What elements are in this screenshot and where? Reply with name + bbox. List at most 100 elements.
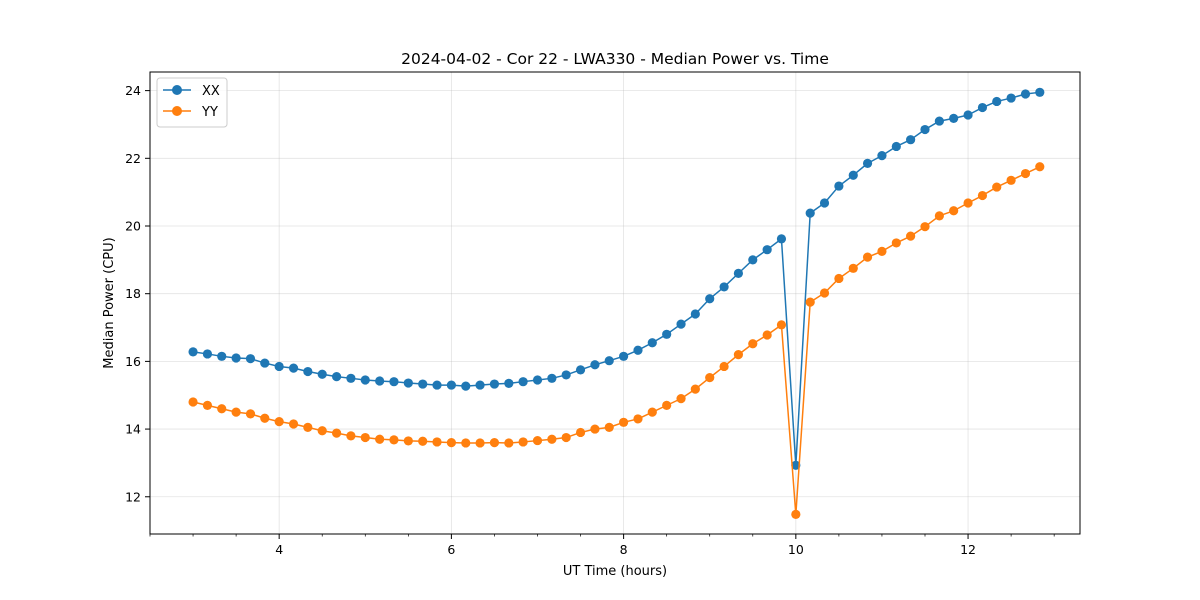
data-point-xx	[518, 377, 528, 387]
data-point-xx	[231, 353, 241, 363]
data-point-yy	[719, 361, 729, 372]
data-point-xx	[834, 181, 844, 191]
series-xx	[188, 87, 1045, 470]
data-point-yy	[819, 288, 830, 298]
data-point-yy	[360, 432, 370, 443]
data-point-xx	[418, 379, 428, 389]
data-point-xx	[891, 141, 901, 152]
data-point-yy	[619, 417, 629, 427]
data-point-yy	[575, 427, 586, 438]
data-point-yy	[403, 436, 413, 446]
data-point-xx	[274, 361, 284, 372]
y-tick-label: 14	[125, 422, 141, 437]
data-point-xx	[375, 376, 385, 386]
data-point-xx	[977, 102, 988, 113]
y-tick-label: 18	[125, 286, 141, 301]
series-layer	[188, 87, 1045, 519]
legend-marker-yy	[172, 106, 182, 116]
data-point-xx	[1035, 87, 1045, 97]
data-point-yy	[805, 297, 815, 307]
data-point-yy	[188, 397, 198, 407]
data-point-xx	[403, 378, 413, 388]
data-point-yy	[245, 409, 256, 419]
data-point-xx	[819, 198, 830, 208]
data-point-xx	[489, 379, 500, 389]
data-point-yy	[977, 190, 988, 201]
data-point-xx	[848, 170, 858, 180]
data-point-xx	[389, 377, 399, 387]
data-point-yy	[705, 373, 715, 383]
data-point-xx	[332, 372, 342, 382]
data-point-yy	[532, 435, 543, 446]
data-point-xx	[733, 268, 744, 278]
legend-marker-xx	[172, 85, 182, 95]
data-point-xx	[676, 319, 686, 329]
data-point-yy	[461, 438, 471, 448]
y-axis: 12 14 16 18 20 22 24	[125, 83, 150, 504]
data-point-yy	[762, 330, 772, 340]
data-point-xx	[877, 151, 887, 161]
chart-title: 2024-04-02 - Cor 22 - LWA330 - Median Po…	[401, 50, 829, 68]
data-point-yy	[446, 438, 456, 448]
data-point-yy	[862, 252, 873, 262]
data-point-yy	[934, 211, 944, 221]
data-point-yy	[561, 432, 571, 443]
data-point-yy	[877, 246, 887, 256]
x-axis: 4 6 8 10 12	[149, 534, 1055, 557]
data-point-xx	[346, 373, 356, 383]
data-point-xx	[217, 351, 227, 361]
data-point-yy	[604, 422, 614, 432]
data-point-xx	[475, 380, 485, 390]
data-point-yy	[992, 182, 1002, 192]
data-point-xx	[590, 360, 600, 370]
data-point-xx	[360, 375, 370, 385]
data-point-xx	[303, 366, 313, 377]
data-point-yy	[303, 422, 313, 432]
data-point-xx	[446, 380, 456, 390]
data-point-xx	[604, 356, 614, 366]
data-point-xx	[776, 234, 787, 244]
data-point-yy	[231, 407, 241, 417]
data-point-xx	[202, 349, 213, 359]
legend: XX YY	[156, 77, 228, 128]
data-point-xx	[862, 158, 873, 168]
data-point-yy	[848, 263, 858, 273]
data-point-xx	[920, 124, 930, 135]
data-point-xx	[934, 116, 944, 126]
data-point-yy	[260, 413, 270, 423]
data-point-xx	[1020, 89, 1031, 99]
data-point-xx	[532, 375, 543, 385]
data-point-yy	[518, 437, 528, 447]
data-point-yy	[590, 424, 600, 434]
data-point-xx	[504, 378, 514, 388]
data-point-yy	[288, 419, 299, 429]
data-point-yy	[776, 320, 787, 330]
data-point-xx	[906, 135, 916, 145]
data-point-yy	[920, 222, 930, 232]
data-point-xx	[619, 351, 629, 361]
data-point-yy	[1006, 175, 1016, 185]
x-axis-label: UT Time (hours)	[563, 564, 667, 579]
data-point-xx	[633, 345, 643, 355]
data-point-xx	[561, 370, 571, 380]
data-point-yy	[647, 407, 657, 417]
data-point-xx	[662, 329, 672, 339]
y-tick-label: 22	[125, 151, 141, 166]
y-tick-label: 16	[125, 354, 141, 369]
data-point-xx	[317, 369, 327, 379]
data-point-xx	[1006, 93, 1016, 103]
data-point-yy	[418, 436, 428, 446]
data-point-xx	[288, 363, 299, 373]
y-axis-label: Median Power (CPU)	[102, 237, 117, 368]
data-point-xx	[705, 294, 715, 304]
data-point-yy	[963, 198, 973, 208]
y-tick-label: 12	[125, 489, 141, 504]
data-point-xx	[762, 245, 772, 255]
data-point-yy	[274, 417, 284, 427]
x-tick-label: 12	[960, 542, 976, 557]
data-point-xx	[647, 338, 657, 348]
data-point-yy	[662, 400, 672, 410]
data-point-xx	[245, 354, 256, 364]
legend-label-xx: XX	[202, 84, 220, 99]
